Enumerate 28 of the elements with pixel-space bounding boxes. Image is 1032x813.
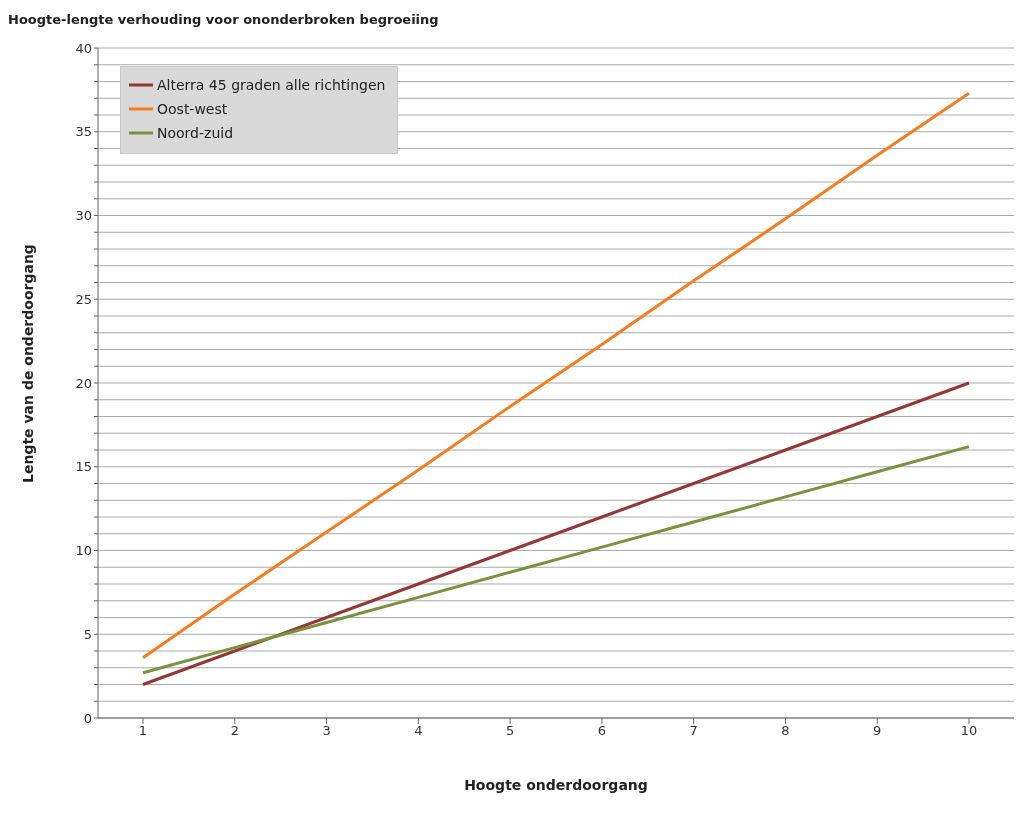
x-tick-label: 6 [597, 723, 607, 739]
x-tick-label: 4 [414, 723, 423, 739]
y-tick-label: 20 [75, 375, 92, 391]
x-tick-label: 2 [230, 723, 239, 739]
x-tick-label: 10 [960, 723, 978, 739]
x-tick-label: 8 [781, 723, 790, 739]
y-axis-title: Lengte van de onderdoorgang [19, 244, 36, 483]
legend-label: Alterra 45 graden alle richtingen [157, 77, 386, 93]
line-series [141, 91, 971, 660]
y-tick-label: 40 [75, 40, 92, 56]
x-tick-label: 3 [322, 723, 331, 739]
x-axis-title: Hoogte onderdoorgang [464, 777, 648, 793]
x-tick-label: 5 [505, 723, 515, 739]
y-tick-label: 30 [75, 208, 92, 224]
y-tick-label: 15 [75, 459, 92, 475]
chart-title: Hoogte-lengte verhouding voor ononderbroken begroeiing [8, 12, 439, 27]
y-tick-label: 10 [75, 543, 92, 559]
x-tick-label: 1 [138, 723, 148, 739]
y-tick-label: 5 [83, 626, 92, 642]
x-tick-label: 7 [689, 723, 698, 739]
y-tick-label: 25 [75, 291, 92, 307]
y-tick-label: 35 [75, 124, 92, 140]
line-series [141, 445, 971, 675]
legend-label: Noord-zuid [157, 125, 234, 141]
line-series [141, 381, 971, 686]
legend-label: Oost-west [157, 101, 228, 117]
x-tick-label: 9 [873, 723, 882, 739]
y-tick-label: 0 [83, 710, 92, 726]
